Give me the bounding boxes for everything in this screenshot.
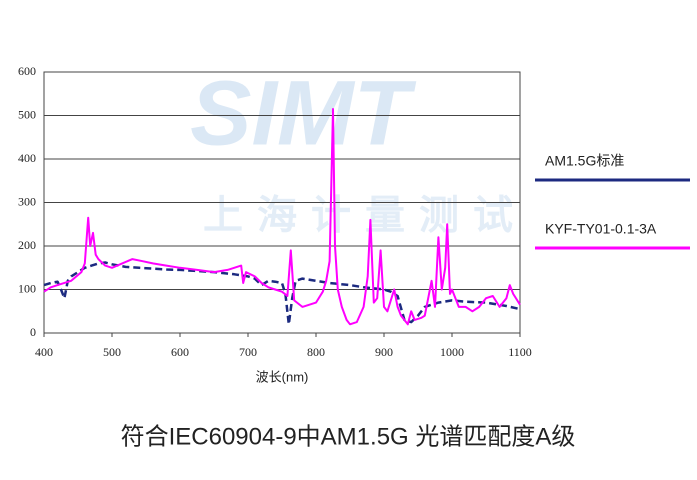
y-tick-label: 300 bbox=[18, 194, 36, 208]
series-line bbox=[43, 261, 521, 326]
x-tick-label: 500 bbox=[103, 345, 121, 359]
x-axis-label: 波长(nm) bbox=[256, 369, 309, 384]
y-tick-label: 100 bbox=[18, 281, 36, 295]
y-tick-label: 500 bbox=[18, 107, 36, 121]
y-tick-label: 200 bbox=[18, 238, 36, 252]
x-tick-label: 400 bbox=[35, 345, 53, 359]
watermark-logo: SIMT bbox=[190, 62, 417, 164]
x-tick-label: 1100 bbox=[508, 345, 532, 359]
x-tick-label: 900 bbox=[375, 345, 393, 359]
y-tick-label: 0 bbox=[30, 325, 36, 339]
caption: 符合IEC60904-9中AM1.5G 光谱匹配度A级 bbox=[121, 423, 576, 450]
plot-frame bbox=[43, 71, 521, 334]
legend-label: AM1.5G标准 bbox=[545, 153, 624, 169]
x-tick-label: 700 bbox=[239, 345, 257, 359]
legend-label: KYF-TY01-0.1-3A bbox=[545, 221, 657, 237]
x-tick-label: 1000 bbox=[440, 345, 464, 359]
series-line bbox=[43, 108, 521, 326]
x-tick-label: 800 bbox=[307, 345, 325, 359]
watermark-text: 上海计量测试 bbox=[203, 194, 527, 238]
y-tick-label: 600 bbox=[18, 64, 36, 78]
y-tick-label: 400 bbox=[18, 151, 36, 165]
x-tick-label: 600 bbox=[171, 345, 189, 359]
